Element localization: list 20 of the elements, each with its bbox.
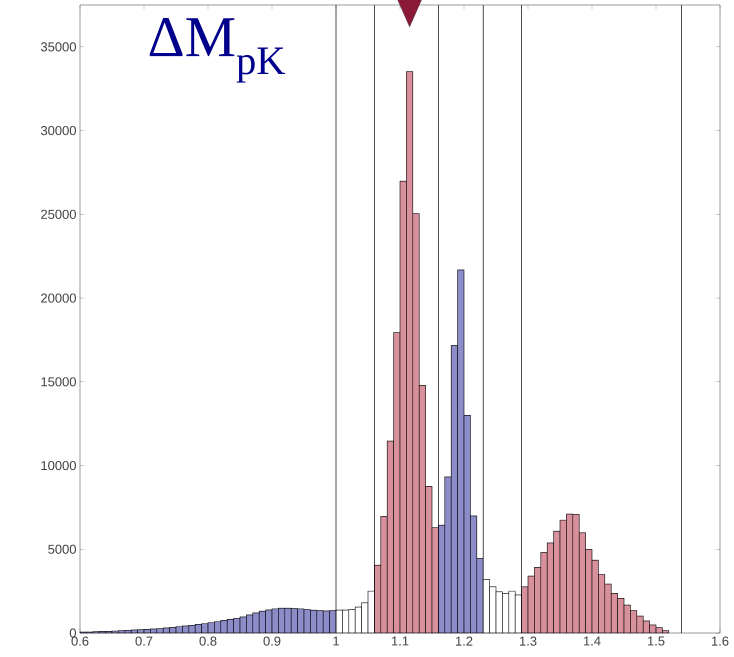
- x-tick-label: 1.5: [648, 636, 664, 646]
- x-tick-label: 1.2: [456, 636, 472, 646]
- x-tick-label: 1.1: [392, 636, 408, 646]
- x-tick-label: 1.6: [712, 636, 728, 646]
- x-tick-label: 0.7: [136, 636, 152, 646]
- y-tick-label: 10000: [41, 460, 76, 470]
- y-tick-label: 30000: [40, 126, 76, 136]
- y-tick-label: 20000: [41, 293, 76, 303]
- x-tick-label: 0.8: [200, 636, 216, 646]
- x-tick-label: 1.4: [584, 636, 601, 646]
- y-tick-label: 5000: [48, 544, 76, 554]
- y-tick-label: 25000: [41, 210, 76, 219]
- x-tick-label: 1.3: [520, 636, 536, 646]
- x-tick-label: 1: [333, 636, 339, 646]
- x-tick-label: 0.9: [264, 636, 280, 646]
- y-tick-label: 0: [70, 628, 76, 638]
- y-tick-label: 15000: [41, 377, 76, 386]
- y-tick-label: 35000: [40, 42, 76, 52]
- x-tick-label: 0.6: [71, 636, 88, 646]
- chart-title: ΔM$_{pK}$: [150, 18, 286, 83]
